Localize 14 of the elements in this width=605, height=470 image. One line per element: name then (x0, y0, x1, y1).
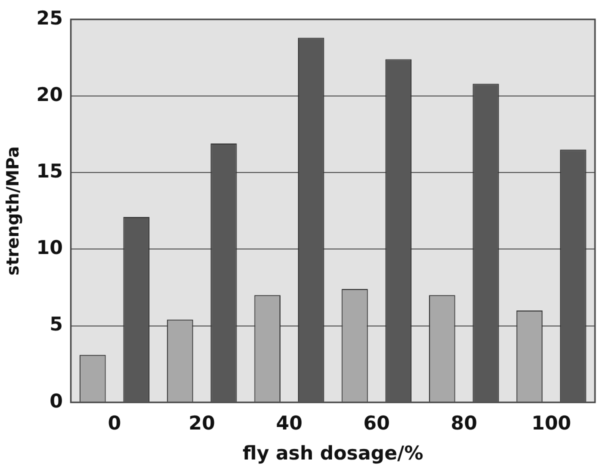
y-tick-label: 25 (36, 7, 63, 30)
y-tick-label: 5 (50, 314, 63, 336)
x-tick-label: 100 (531, 412, 572, 435)
y-tick-label: 20 (36, 84, 63, 106)
x-tick-label: 20 (188, 412, 216, 435)
x-axis-title: fly ash dosage/% (242, 442, 424, 465)
y-axis-title: strength/MPa (4, 146, 24, 276)
y-tick-label: 0 (50, 390, 63, 412)
x-tick-label: 60 (363, 412, 390, 435)
y-tick-label: 15 (36, 160, 63, 183)
x-tick-label: 40 (276, 412, 302, 435)
x-tick-label: 0 (108, 412, 122, 435)
x-tick-label: 80 (450, 412, 478, 435)
y-tick-label: 10 (36, 237, 63, 260)
